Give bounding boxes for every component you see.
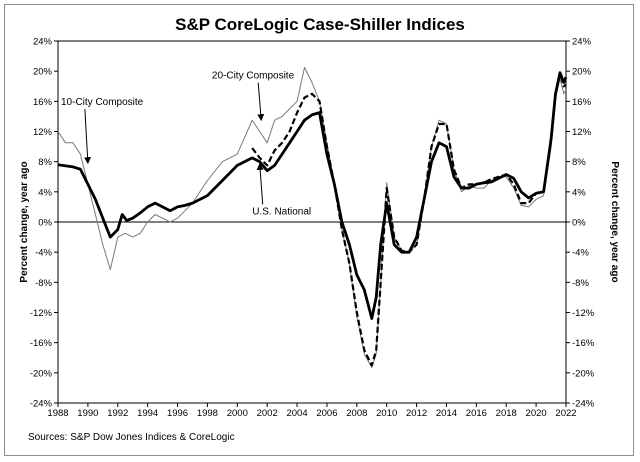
series-layer	[57, 66, 568, 369]
series-line-u-s-national	[57, 71, 568, 320]
annotation-arrow	[257, 82, 265, 122]
x-tick-label: 1998	[197, 408, 218, 419]
y-tick-label-right: -24%	[572, 399, 595, 410]
annotation-arrow	[256, 162, 264, 205]
x-tick-label: 2016	[466, 408, 487, 419]
x-tick-label: 1992	[107, 408, 128, 419]
y-tick-label-left: -4%	[35, 248, 52, 259]
x-tick-label: 2010	[376, 408, 397, 419]
y-tick-label-right: 8%	[572, 157, 586, 168]
x-tick-label: 2002	[257, 408, 278, 419]
annotation-arrow	[84, 109, 92, 165]
annotation-label: 10-City Composite	[61, 97, 144, 108]
y-tick-label-left: 4%	[38, 187, 52, 198]
annotation-label: U.S. National	[252, 206, 311, 217]
y-tick-label-right: -16%	[572, 338, 595, 349]
source-note: Sources: S&P Dow Jones Indices & CoreLog…	[28, 432, 235, 443]
x-tick-label: 2008	[346, 408, 367, 419]
y-tick-label-left: -16%	[30, 338, 53, 349]
y-tick-label-right: -20%	[572, 368, 595, 379]
annotation-label: 20-City Composite	[212, 71, 295, 82]
y-tick-label-right: 20%	[572, 67, 592, 78]
chart-title: S&P CoreLogic Case-Shiller Indices	[175, 15, 465, 34]
x-tick-label: 1994	[137, 408, 158, 419]
y-tick-label-right: 12%	[572, 127, 592, 138]
x-tick-label: 2022	[555, 408, 576, 419]
y-tick-label-right: 0%	[572, 218, 586, 229]
y-tick-label-right: -8%	[572, 278, 589, 289]
y-tick-label-left: -12%	[30, 308, 53, 319]
y-tick-label-right: 16%	[572, 97, 592, 108]
annotations: 10-City Composite 20-City Composite U.S. N…	[61, 71, 311, 218]
x-tick-label: 2020	[526, 408, 547, 419]
y-tick-label-right: -12%	[572, 308, 595, 319]
y-tick-label-left: 20%	[33, 67, 53, 78]
y-axis-left: 24% 20% 16% 12% 8% 4% 0% -4% -8% -12% -16% -20% -24%	[30, 37, 58, 410]
y-tick-label-left: -24%	[30, 399, 53, 410]
y-tick-label-left: 12%	[33, 127, 53, 138]
x-tick-label: 1988	[47, 408, 68, 419]
y-tick-label-right: 4%	[572, 187, 586, 198]
y-tick-label-right: 24%	[572, 37, 592, 48]
x-axis: 1988 1990 1992 1994 1996 1998 2000 2002 2004 2006…	[47, 403, 577, 419]
x-tick-label: 1990	[77, 408, 98, 419]
x-tick-label: 2004	[286, 408, 307, 419]
y-tick-label-left: -20%	[30, 368, 53, 379]
chart-frame	[4, 4, 634, 456]
y-tick-label-right: -4%	[572, 248, 589, 259]
y-axis-right: 24% 20% 16% 12% 8% 4% 0% -4% -8% -12% -16% -20% -24%	[566, 37, 595, 410]
x-tick-label: 2006	[316, 408, 337, 419]
x-tick-label: 1996	[167, 408, 188, 419]
y-axis-label-left: Percent change, year ago	[19, 161, 30, 282]
y-tick-label-left: -8%	[35, 278, 52, 289]
x-tick-label: 2014	[436, 408, 457, 419]
y-axis-label-right: Percent change, year ago	[609, 161, 620, 282]
x-tick-label: 2000	[227, 408, 248, 419]
y-tick-label-left: 16%	[33, 97, 53, 108]
y-tick-label-left: 8%	[38, 157, 52, 168]
x-tick-label: 2018	[496, 408, 517, 419]
x-tick-label: 2012	[406, 408, 427, 419]
y-tick-label-left: 24%	[33, 37, 53, 48]
y-tick-label-left: 0%	[38, 218, 52, 229]
series-line-20-city-composite	[251, 71, 567, 367]
